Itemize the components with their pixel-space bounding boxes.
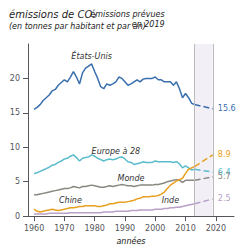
svg-text:émissions de CO₂: émissions de CO₂ <box>9 9 96 20</box>
svg-text:1980: 1980 <box>84 224 104 233</box>
svg-text:1970: 1970 <box>54 224 74 233</box>
svg-text:2000: 2000 <box>145 224 165 233</box>
svg-text:20: 20 <box>10 74 20 83</box>
svg-text:(en tonnes par habitant et par: (en tonnes par habitant et par an) <box>9 22 146 31</box>
svg-text:2020: 2020 <box>206 224 226 233</box>
svg-text:Inde: Inde <box>162 196 180 205</box>
svg-text:15: 15 <box>10 108 20 117</box>
svg-text:émissions prévues: émissions prévues <box>90 9 164 19</box>
svg-text:5.7: 5.7 <box>218 172 231 181</box>
svg-text:8.9: 8.9 <box>218 150 231 159</box>
svg-text:0: 0 <box>15 212 20 221</box>
svg-text:1990: 1990 <box>115 224 135 233</box>
svg-text:États-Unis: États-Unis <box>71 50 112 61</box>
svg-text:Europe à 28: Europe à 28 <box>92 147 140 156</box>
svg-text:2010: 2010 <box>175 224 195 233</box>
svg-text:5: 5 <box>15 177 20 186</box>
svg-text:15.6: 15.6 <box>218 104 236 113</box>
svg-text:10: 10 <box>10 143 20 152</box>
svg-text:Chine: Chine <box>59 196 82 205</box>
svg-text:1960: 1960 <box>24 224 44 233</box>
svg-text:Monde: Monde <box>118 174 145 183</box>
svg-text:en 2019: en 2019 <box>132 20 165 29</box>
svg-text:2.5: 2.5 <box>218 194 231 203</box>
svg-text:années: années <box>116 236 145 246</box>
